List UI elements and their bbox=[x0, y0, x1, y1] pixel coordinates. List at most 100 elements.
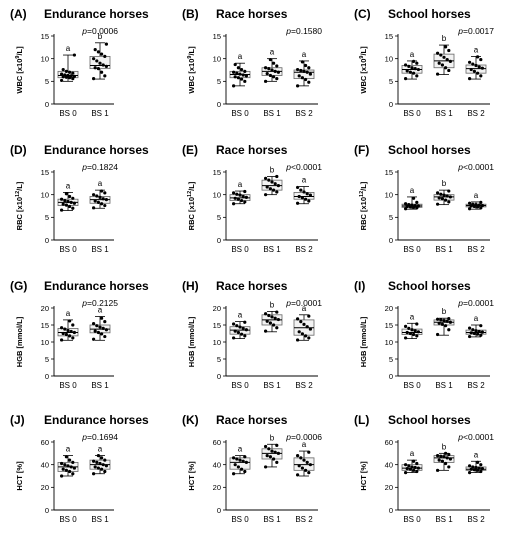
data-point bbox=[276, 184, 280, 188]
data-point bbox=[444, 451, 448, 455]
data-point bbox=[439, 192, 443, 196]
data-point bbox=[233, 463, 237, 467]
panel-title: School horses bbox=[388, 413, 471, 427]
p-value: p=0.2125 bbox=[81, 298, 118, 308]
data-point bbox=[241, 326, 245, 330]
panel-title: Endurance horses bbox=[44, 7, 149, 21]
x-tick-label: BS 0 bbox=[403, 381, 421, 390]
panel-h: (H) Race horses p=0.0001 0 5 10 15 20 HGB [mmol/… bbox=[182, 279, 322, 390]
data-point bbox=[299, 68, 303, 73]
data-point bbox=[272, 61, 276, 65]
data-point bbox=[272, 457, 276, 461]
data-point bbox=[60, 474, 64, 478]
y-tick-label: 5 bbox=[45, 77, 49, 86]
y-axis-label: HGB [mmol/L] bbox=[359, 316, 368, 367]
data-point bbox=[436, 468, 440, 472]
data-point bbox=[442, 193, 446, 197]
data-point bbox=[436, 51, 440, 55]
data-point bbox=[103, 334, 107, 339]
data-point bbox=[300, 76, 304, 80]
panel-letter: (B) bbox=[182, 7, 199, 21]
data-point bbox=[63, 198, 67, 203]
data-point bbox=[103, 203, 107, 208]
data-point bbox=[299, 456, 303, 460]
data-point bbox=[236, 76, 240, 80]
y-tick-label: 60 bbox=[41, 438, 49, 447]
data-point bbox=[275, 190, 279, 194]
data-point bbox=[264, 312, 268, 316]
significance-letter: a bbox=[474, 45, 479, 54]
data-point bbox=[233, 196, 237, 200]
data-point bbox=[68, 204, 72, 209]
data-point bbox=[476, 332, 480, 336]
data-point bbox=[103, 458, 107, 462]
panel-letter: (F) bbox=[354, 143, 369, 157]
p-value: p<0.0001 bbox=[285, 162, 322, 172]
data-point bbox=[272, 323, 276, 327]
data-point bbox=[60, 197, 64, 201]
data-point bbox=[275, 310, 279, 314]
data-point bbox=[233, 62, 237, 67]
data-point bbox=[63, 463, 67, 467]
data-point bbox=[275, 174, 279, 179]
data-point bbox=[63, 73, 67, 77]
data-point bbox=[98, 195, 102, 199]
x-tick-label: BS 1 bbox=[263, 245, 281, 254]
data-point bbox=[92, 206, 96, 210]
significance-letter: a bbox=[238, 180, 243, 189]
data-point bbox=[300, 466, 304, 470]
data-point bbox=[61, 67, 65, 72]
x-tick-label: BS 1 bbox=[91, 245, 109, 254]
y-axis-label: WBC [x109/L] bbox=[15, 46, 24, 94]
panel-title: Race horses bbox=[216, 413, 288, 427]
data-point bbox=[413, 329, 417, 333]
significance-letter: a bbox=[302, 50, 307, 59]
x-tick-label: BS 0 bbox=[403, 515, 421, 524]
data-point bbox=[241, 73, 245, 77]
data-point bbox=[72, 74, 76, 78]
data-point bbox=[442, 55, 446, 59]
data-point bbox=[407, 464, 411, 468]
data-point bbox=[235, 71, 239, 75]
data-point bbox=[270, 180, 274, 184]
data-point bbox=[302, 190, 306, 194]
data-point bbox=[437, 458, 441, 462]
data-point bbox=[307, 314, 311, 318]
data-point bbox=[442, 318, 446, 323]
data-point bbox=[60, 461, 64, 466]
panel-title: Endurance horses bbox=[44, 413, 149, 427]
panel-d: (D) Endurance horses p=0.1824 0 5 10 15 RBC [x1… bbox=[10, 143, 149, 254]
data-point bbox=[93, 329, 97, 333]
panel-title: Race horses bbox=[216, 143, 288, 157]
x-tick-label: BS 0 bbox=[59, 245, 77, 254]
data-point bbox=[404, 63, 408, 67]
y-tick-label: 20 bbox=[385, 304, 393, 313]
y-tick-label: 20 bbox=[213, 304, 221, 313]
data-point bbox=[477, 203, 481, 207]
significance-letter: a bbox=[66, 44, 71, 53]
data-point bbox=[71, 206, 75, 210]
data-point bbox=[92, 472, 96, 476]
significance-letter: a bbox=[474, 191, 479, 200]
data-point bbox=[68, 70, 72, 74]
data-point bbox=[69, 465, 73, 469]
data-point bbox=[445, 319, 449, 323]
data-point bbox=[103, 320, 107, 324]
data-point bbox=[476, 460, 480, 464]
data-point bbox=[404, 77, 408, 81]
panel-e: (E) Race horses p<0.0001 0 5 10 15 RBC [x1012/L… bbox=[182, 143, 322, 254]
data-point bbox=[244, 74, 248, 78]
significance-letter: a bbox=[66, 309, 71, 318]
data-point bbox=[238, 325, 242, 329]
data-point bbox=[448, 320, 452, 324]
y-tick-label: 0 bbox=[389, 236, 393, 245]
data-point bbox=[264, 193, 268, 197]
y-tick-label: 15 bbox=[385, 32, 393, 41]
data-point bbox=[437, 321, 441, 325]
data-point bbox=[474, 203, 478, 207]
data-point bbox=[98, 61, 102, 65]
data-point bbox=[415, 322, 419, 326]
data-point bbox=[413, 203, 417, 208]
data-point bbox=[444, 461, 448, 466]
data-point bbox=[471, 465, 475, 469]
